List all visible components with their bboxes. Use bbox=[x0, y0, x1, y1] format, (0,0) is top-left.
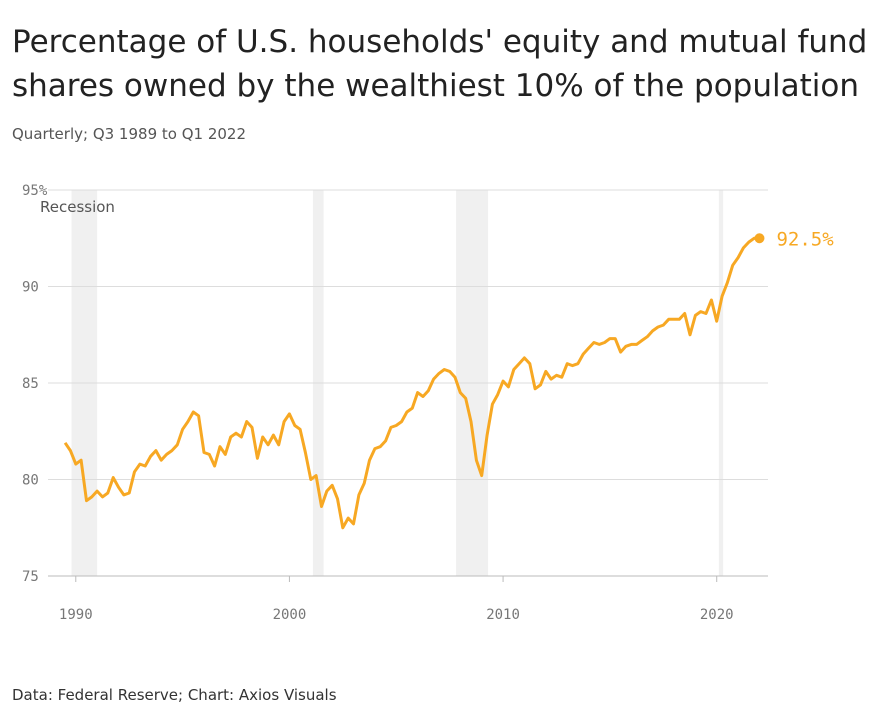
end-point bbox=[754, 233, 765, 244]
y-tick-label: 75 bbox=[22, 569, 39, 585]
x-tick-label: 1990 bbox=[59, 607, 93, 623]
chart-title: Percentage of U.S. households' equity an… bbox=[12, 24, 867, 60]
y-tick-label: 95% bbox=[22, 183, 48, 199]
y-tick-label: 80 bbox=[22, 473, 39, 489]
value-label: 92.5% bbox=[776, 228, 834, 250]
y-tick-label: 90 bbox=[22, 280, 39, 296]
x-tick-label: 2020 bbox=[700, 607, 734, 623]
chart-title: shares owned by the wealthiest 10% of th… bbox=[12, 68, 859, 104]
subtitle: Quarterly; Q3 1989 to Q1 2022 bbox=[12, 125, 246, 143]
source: Data: Federal Reserve; Chart: Axios Visu… bbox=[12, 686, 337, 704]
data-line bbox=[63, 236, 760, 530]
x-tick-label: 2010 bbox=[486, 607, 520, 623]
x-tick-label: 2000 bbox=[273, 607, 307, 623]
y-tick-label: 85 bbox=[22, 376, 39, 392]
recession-label: Recession bbox=[40, 198, 115, 216]
